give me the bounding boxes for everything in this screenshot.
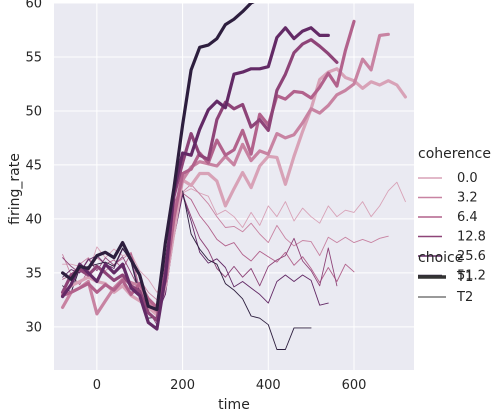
legend-label: 6.4 xyxy=(457,210,478,225)
y-tick-label: 40 xyxy=(25,212,42,227)
legend: coherence 0.0 3.2 6.4 12.8 25.6 51.2 choice T… xyxy=(418,146,491,305)
y-tick-label: 45 xyxy=(25,158,42,173)
legend-label: T2 xyxy=(456,290,473,305)
legend-title-coherence: coherence xyxy=(418,146,491,162)
legend-label: 0.0 xyxy=(457,171,478,186)
legend-label: T1 xyxy=(456,270,473,285)
y-tick-label: 30 xyxy=(25,320,42,335)
legend-label: 3.2 xyxy=(457,191,478,206)
x-tick-label: 200 xyxy=(170,378,195,393)
legend-label: 51.2 xyxy=(457,269,486,284)
y-axis-label: firing_rate xyxy=(7,153,23,225)
legend-label: 12.8 xyxy=(457,230,486,245)
series-line-51-2-t2 xyxy=(62,190,312,350)
x-tick-label: 400 xyxy=(256,378,281,393)
legend-title-choice: choice xyxy=(418,250,463,266)
series-line-51-2-t1 xyxy=(60,3,255,312)
series-line-12-8-t1 xyxy=(60,38,339,322)
y-tick-label: 50 xyxy=(25,104,42,119)
legend-label: 25.6 xyxy=(457,249,486,264)
series-line-6-4-t2 xyxy=(62,192,355,307)
legend-hue-items: 0.0 3.2 6.4 12.8 25.6 51.2 xyxy=(418,171,486,284)
series-line-25-6-t1 xyxy=(60,26,330,331)
series-line-6-4-t1 xyxy=(60,19,356,309)
x-tick-label: 600 xyxy=(342,378,367,393)
series-line-0-0-t1 xyxy=(60,67,407,317)
x-tick-labels: 0 200 400 600 xyxy=(93,378,367,393)
y-tick-label: 35 xyxy=(25,266,42,281)
x-axis-label: time xyxy=(218,397,250,413)
y-tick-labels: 30 35 40 45 50 55 60 xyxy=(25,0,42,335)
x-tick-label: 0 xyxy=(93,378,101,393)
series-layer xyxy=(60,3,407,350)
y-tick-label: 55 xyxy=(25,50,42,65)
y-tick-label: 60 xyxy=(25,0,42,12)
series-line-12-8-t2 xyxy=(62,193,338,326)
